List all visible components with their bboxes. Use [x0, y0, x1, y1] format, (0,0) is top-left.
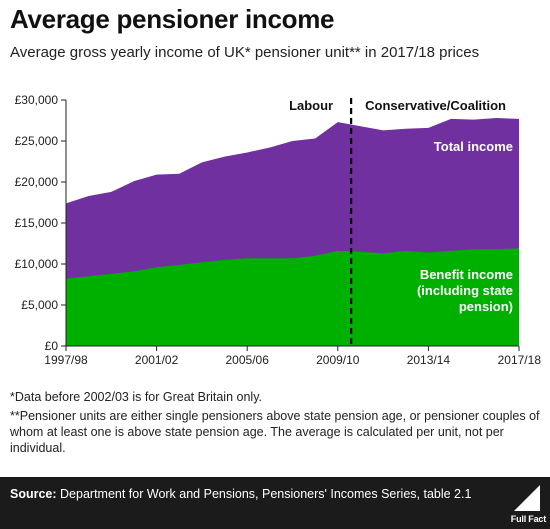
x-tick-label: 2001/02	[135, 353, 179, 367]
era-label-conservative-coalition: Conservative/Coalition	[365, 98, 506, 113]
source-label: Source:	[10, 487, 57, 501]
y-tick-label: £30,000	[15, 93, 59, 107]
x-tick-label: 2009/10	[316, 353, 360, 367]
series-label-total-income: Total income	[434, 139, 513, 154]
series-label-benefit-income-line: Benefit income	[420, 267, 513, 282]
chart-title: Average pensioner income	[10, 4, 335, 34]
series-label-benefit-income-line: (including state	[417, 283, 513, 298]
source-footer: Source: Department for Work and Pensions…	[0, 477, 550, 529]
footnotes: *Data before 2002/03 is for Great Britai…	[10, 389, 540, 459]
y-tick-label: £25,000	[15, 134, 59, 148]
era-label-labour: Labour	[289, 98, 333, 113]
footnote-1: *Data before 2002/03 is for Great Britai…	[10, 390, 262, 404]
y-tick-label: £20,000	[15, 175, 59, 189]
series-area-benefit-income	[66, 248, 519, 346]
full-fact-logo-icon	[514, 485, 540, 511]
y-tick-label: £15,000	[15, 216, 59, 230]
x-tick-label: 2013/14	[407, 353, 451, 367]
y-tick-label: £10,000	[15, 257, 59, 271]
source-description: Department for Work and Pensions, Pensio…	[60, 487, 472, 501]
source-text: Source: Department for Work and Pensions…	[10, 487, 471, 501]
y-tick-label: £0	[45, 339, 59, 353]
chart-subtitle: Average gross yearly income of UK* pensi…	[10, 44, 480, 61]
area-chart: £0 £5,000 £10,000 £15,000 £20,000 £25,000 £30,…	[15, 93, 542, 367]
x-tick-label: 2017/18	[498, 353, 542, 367]
full-fact-logo-text: Full Fact	[510, 514, 546, 524]
x-tick-label: 1997/98	[44, 353, 88, 367]
footnote-2: **Pensioner units are either single pens…	[10, 409, 540, 455]
y-tick-label: £5,000	[21, 298, 58, 312]
x-tick-label: 2005/06	[226, 353, 270, 367]
series-label-benefit-income-line: pension)	[459, 299, 513, 314]
